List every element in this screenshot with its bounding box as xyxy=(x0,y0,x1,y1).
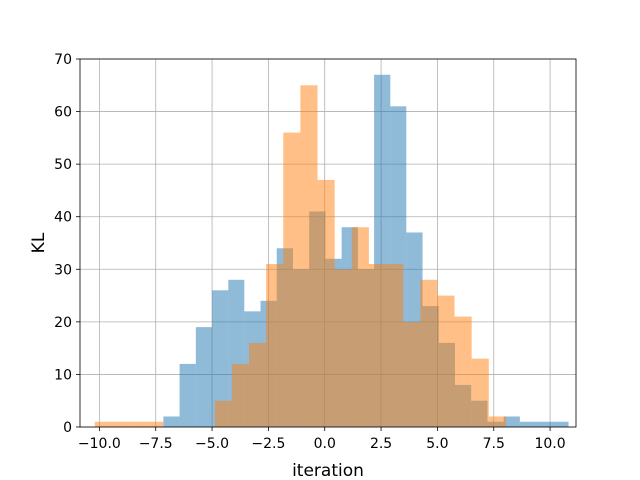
histogram-bar xyxy=(552,421,569,427)
histogram-bar xyxy=(471,358,489,427)
histogram-bar xyxy=(454,316,472,427)
x-tick-label: 7.5 xyxy=(483,436,505,452)
x-tick-label: −5.0 xyxy=(195,436,229,452)
histogram-bar xyxy=(437,295,455,427)
x-tick-label: 5.0 xyxy=(426,436,448,452)
y-axis-label: KL xyxy=(29,232,49,253)
histogram-bar xyxy=(266,264,284,427)
histogram-bar xyxy=(129,421,147,427)
histogram-bar xyxy=(163,416,180,427)
series-2 xyxy=(94,85,506,428)
x-tick-label: 2.5 xyxy=(370,436,392,452)
y-tick-label: 50 xyxy=(54,157,72,173)
y-tick-label: 60 xyxy=(54,105,72,121)
histogram-bar xyxy=(212,290,229,427)
histogram-bar xyxy=(94,421,112,427)
histogram-bar xyxy=(214,400,232,427)
histogram-bar xyxy=(420,279,438,427)
x-tick-label: −2.5 xyxy=(251,436,285,452)
x-tick-label: −10.0 xyxy=(78,436,121,452)
x-axis-ticks: −10.0 −7.5 −5.0 −2.5 0.0 2.5 5.0 7.5 10.0 xyxy=(78,427,566,452)
histogram-bar xyxy=(334,269,352,427)
histogram-bar xyxy=(519,421,537,427)
x-tick-label: 10.0 xyxy=(534,436,565,452)
y-tick-label: 70 xyxy=(54,52,72,68)
histogram-bar xyxy=(283,132,301,427)
bars xyxy=(94,74,569,428)
y-tick-label: 20 xyxy=(54,315,72,331)
y-tick-label: 30 xyxy=(54,262,72,278)
histogram-bar xyxy=(351,227,369,427)
x-tick-label: 0.0 xyxy=(314,436,336,452)
histogram-bar xyxy=(179,363,196,427)
histogram-bar xyxy=(146,421,164,427)
histogram-bar xyxy=(195,327,213,427)
histogram-bar xyxy=(503,416,520,427)
x-axis-label: iteration xyxy=(292,461,364,480)
histogram-bar xyxy=(488,416,506,427)
y-axis-ticks: 0 10 20 30 40 50 60 70 xyxy=(54,52,80,436)
histogram-bar xyxy=(112,421,130,427)
histogram-bar xyxy=(231,363,250,427)
plot-frame xyxy=(79,58,577,428)
histogram-bar xyxy=(536,421,553,427)
x-tick-label: −7.5 xyxy=(139,436,173,452)
histogram-bar xyxy=(300,85,318,428)
histogram-bar xyxy=(368,264,387,427)
y-tick-label: 40 xyxy=(54,210,72,226)
histogram-bar xyxy=(317,179,335,427)
histogram-bar xyxy=(386,264,404,427)
y-tick-label: 10 xyxy=(54,367,72,383)
histogram-bar xyxy=(249,342,267,427)
y-tick-label: 0 xyxy=(63,420,72,436)
histogram-bar xyxy=(403,321,421,427)
